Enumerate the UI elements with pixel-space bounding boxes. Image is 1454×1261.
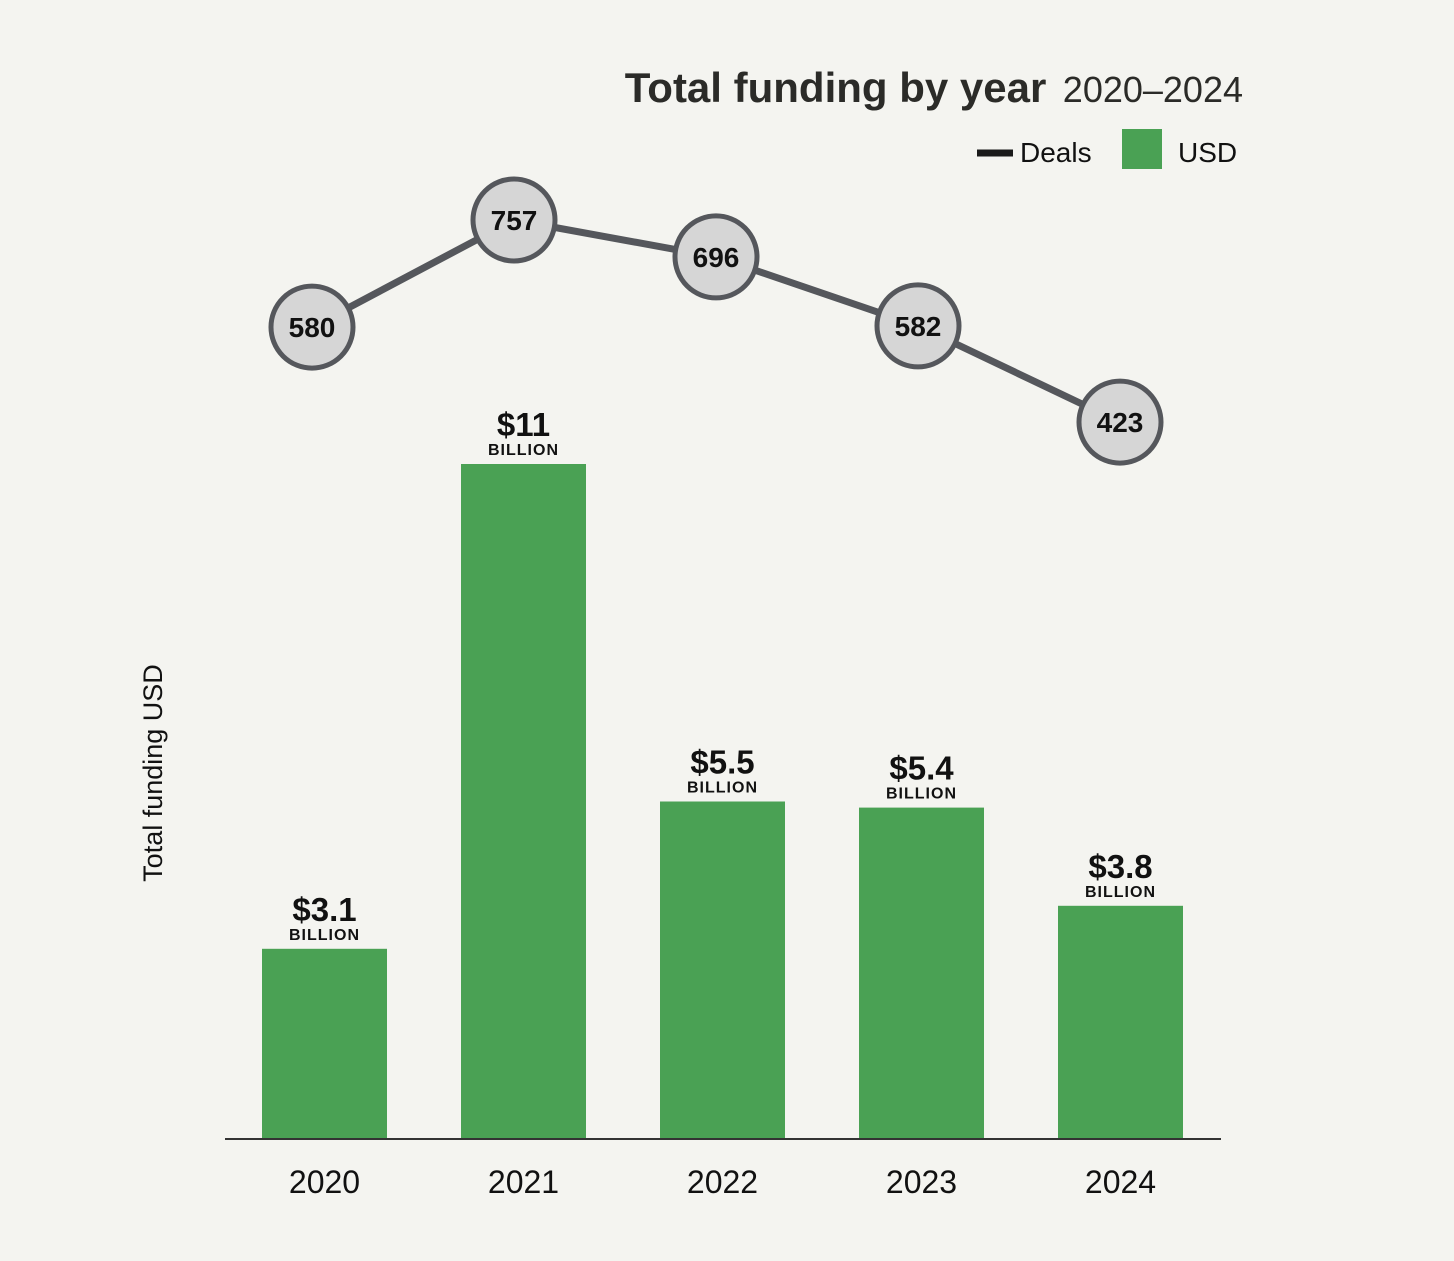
x-tick-label-2024: 2024 — [1085, 1164, 1156, 1200]
bar-value-label-2022: $5.5 — [690, 744, 754, 781]
bar-2020 — [262, 948, 387, 1139]
x-axis-tick-labels: 2020 2021 2022 2023 2024 — [289, 1164, 1156, 1200]
y-axis-label: Total funding USD — [138, 664, 168, 882]
legend-usd-swatch-icon — [1122, 129, 1162, 169]
bar-unit-label-2023: BILLION — [886, 786, 957, 803]
bar-2022 — [660, 801, 785, 1139]
chart-title: Total funding by year 2020–2024 — [625, 64, 1243, 111]
deal-marker-2020: 580 — [268, 283, 356, 371]
bar-value-labels: $3.1BILLION$11BILLION$5.5BILLION$5.4BILL… — [289, 406, 1156, 944]
deal-marker-circle-2022 — [672, 213, 760, 301]
bar-2023 — [859, 807, 984, 1139]
x-tick-label-2023: 2023 — [886, 1164, 957, 1200]
deal-marker-2022: 696 — [672, 213, 760, 301]
legend-usd-label: USD — [1178, 137, 1237, 168]
deal-value-label-2024: 423 — [1097, 407, 1144, 438]
deal-value-label-2021: 757 — [491, 205, 538, 236]
chart-title-main: Total funding by year — [625, 64, 1047, 111]
deal-marker-2021: 757 — [470, 176, 558, 264]
bar-value-label-2021: $11 — [497, 406, 550, 443]
x-tick-label-2020: 2020 — [289, 1164, 360, 1200]
deal-value-label-2023: 582 — [895, 311, 942, 342]
bar-2021 — [461, 464, 586, 1139]
x-tick-label-2021: 2021 — [488, 1164, 559, 1200]
deal-value-label-2020: 580 — [289, 312, 336, 343]
bar-value-label-2020: $3.1 — [292, 891, 356, 928]
deal-marker-circle-2020 — [268, 283, 356, 371]
chart-legend: Deals USD — [977, 129, 1237, 169]
x-tick-label-2022: 2022 — [687, 1164, 758, 1200]
deal-value-label-2022: 696 — [693, 242, 740, 273]
bar-value-label-2023: $5.4 — [889, 750, 954, 787]
bar-unit-label-2022: BILLION — [687, 780, 758, 797]
deal-markers: 580 757 696 582 423 — [268, 176, 1164, 466]
bar-series-usd — [262, 464, 1183, 1139]
deal-marker-2023: 582 — [874, 282, 962, 370]
bar-unit-label-2024: BILLION — [1085, 884, 1156, 901]
bar-2024 — [1058, 905, 1183, 1139]
deal-marker-circle-2021 — [470, 176, 558, 264]
chart-title-years: 2020–2024 — [1063, 69, 1243, 110]
bar-unit-label-2020: BILLION — [289, 927, 360, 944]
deal-marker-2024: 423 — [1076, 378, 1164, 466]
legend-deals-label: Deals — [1020, 137, 1092, 168]
bar-unit-label-2021: BILLION — [488, 442, 559, 459]
deal-marker-circle-2024 — [1076, 378, 1164, 466]
bar-value-label-2024: $3.8 — [1088, 848, 1152, 885]
deal-marker-circle-2023 — [874, 282, 962, 370]
